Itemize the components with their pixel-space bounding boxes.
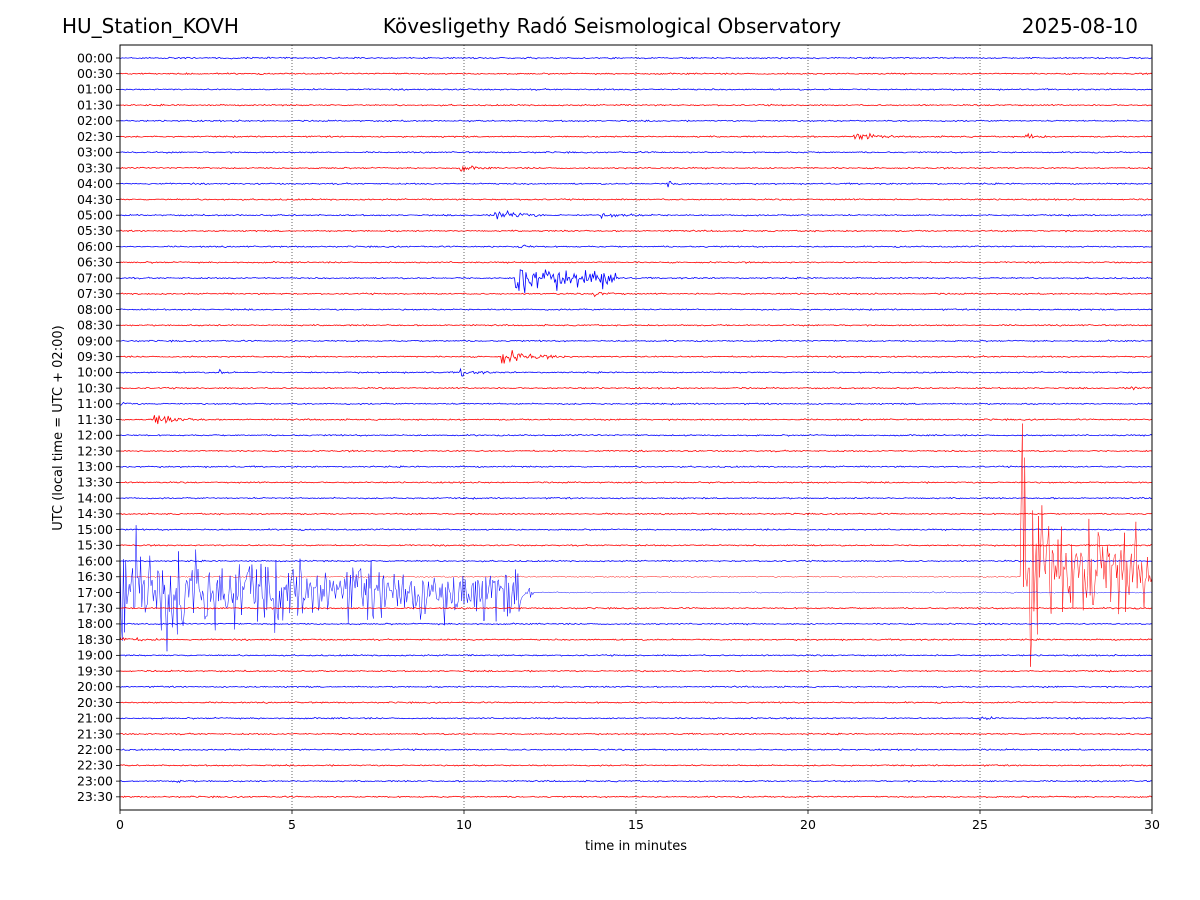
trace-1330 xyxy=(120,480,1152,484)
trace-0930 xyxy=(120,350,1152,364)
y-tick-label: 05:00 xyxy=(77,208,113,223)
y-tick-label: 03:00 xyxy=(77,145,113,160)
y-tick-label: 01:30 xyxy=(77,97,113,112)
trace-2330 xyxy=(120,795,1152,799)
trace-0630 xyxy=(120,260,1152,264)
y-tick-label: 01:00 xyxy=(77,82,113,97)
y-tick-label: 02:30 xyxy=(77,129,113,144)
y-tick-label: 02:00 xyxy=(77,113,113,128)
y-tick-label: 20:30 xyxy=(77,695,113,710)
trace-0830 xyxy=(120,323,1152,327)
trace-0300 xyxy=(120,150,1152,154)
chart-title: Kövesligethy Radó Seismological Observat… xyxy=(382,14,842,38)
y-tick-label: 20:00 xyxy=(77,679,113,694)
y-tick-label: 10:30 xyxy=(77,380,113,395)
y-tick-label: 17:30 xyxy=(77,601,113,616)
y-tick-label: 18:00 xyxy=(77,616,113,631)
station-label: HU_Station_KOVH xyxy=(62,14,239,38)
y-tick-label: 16:30 xyxy=(77,569,113,584)
trace-0030 xyxy=(120,72,1152,76)
y-tick-label: 14:30 xyxy=(77,506,113,521)
y-tick-label: 22:00 xyxy=(77,742,113,757)
trace-1700 xyxy=(120,525,1152,652)
x-tick-label: 15 xyxy=(628,817,644,832)
trace-1130 xyxy=(120,415,1152,425)
x-tick-label: 20 xyxy=(800,817,816,832)
y-tick-label: 06:30 xyxy=(77,255,113,270)
y-tick-label: 03:30 xyxy=(77,160,113,175)
y-tick-label: 00:00 xyxy=(77,50,113,65)
x-tick-label: 30 xyxy=(1144,817,1160,832)
trace-1730 xyxy=(120,606,1152,610)
y-tick-label: 17:00 xyxy=(77,585,113,600)
y-tick-label: 10:00 xyxy=(77,365,113,380)
trace-0500 xyxy=(120,209,1152,220)
trace-0900 xyxy=(120,339,1152,343)
trace-2130 xyxy=(120,732,1152,736)
trace-1830 xyxy=(120,636,1152,642)
y-tick-label: 07:00 xyxy=(77,270,113,285)
trace-0700 xyxy=(120,269,1152,294)
y-tick-label: 14:00 xyxy=(77,490,113,505)
y-tick-label: 13:00 xyxy=(77,459,113,474)
y-tick-label: 08:30 xyxy=(77,318,113,333)
y-tick-label: 18:30 xyxy=(77,632,113,647)
y-tick-label: 15:00 xyxy=(77,522,113,537)
x-axis-title: time in minutes xyxy=(585,839,687,854)
y-tick-label: 05:30 xyxy=(77,223,113,238)
trace-0430 xyxy=(120,198,1152,201)
y-tick-label: 12:30 xyxy=(77,443,113,458)
y-tick-label: 06:00 xyxy=(77,239,113,254)
trace-1300 xyxy=(120,465,1152,469)
x-tick-label: 25 xyxy=(972,817,988,832)
y-tick-label: 00:30 xyxy=(77,66,113,81)
y-tick-label: 13:30 xyxy=(77,475,113,490)
y-tick-label: 19:00 xyxy=(77,648,113,663)
y-tick-label: 04:00 xyxy=(77,176,113,191)
trace-1530 xyxy=(120,543,1152,547)
date-label: 2025-08-10 xyxy=(1021,14,1138,38)
y-tick-label: 07:30 xyxy=(77,286,113,301)
y-tick-label: 23:00 xyxy=(77,773,113,788)
y-tick-label: 15:30 xyxy=(77,538,113,553)
x-tick-label: 0 xyxy=(116,817,124,832)
y-tick-label: 08:00 xyxy=(77,302,113,317)
x-tick-label: 5 xyxy=(288,817,296,832)
y-tick-label: 19:30 xyxy=(77,663,113,678)
y-tick-label: 12:00 xyxy=(77,428,113,443)
trace-0230 xyxy=(120,132,1152,141)
y-tick-label: 09:30 xyxy=(77,349,113,364)
y-axis-title: UTC (local time = UTC + 02:00) xyxy=(51,325,66,530)
y-tick-label: 11:00 xyxy=(77,396,113,411)
x-tick-label: 10 xyxy=(456,817,472,832)
y-tick-label: 09:00 xyxy=(77,333,113,348)
y-tick-label: 22:30 xyxy=(77,758,113,773)
trace-1100 xyxy=(120,401,1152,406)
y-tick-label: 11:30 xyxy=(77,412,113,427)
y-tick-label: 21:00 xyxy=(77,711,113,726)
trace-0100 xyxy=(120,88,1152,92)
trace-1500 xyxy=(120,528,1152,532)
trace-1930 xyxy=(120,669,1152,673)
y-tick-label: 04:30 xyxy=(77,192,113,207)
y-tick-label: 21:30 xyxy=(77,726,113,741)
y-tick-label: 16:00 xyxy=(77,553,113,568)
y-tick-label: 23:30 xyxy=(77,789,113,804)
